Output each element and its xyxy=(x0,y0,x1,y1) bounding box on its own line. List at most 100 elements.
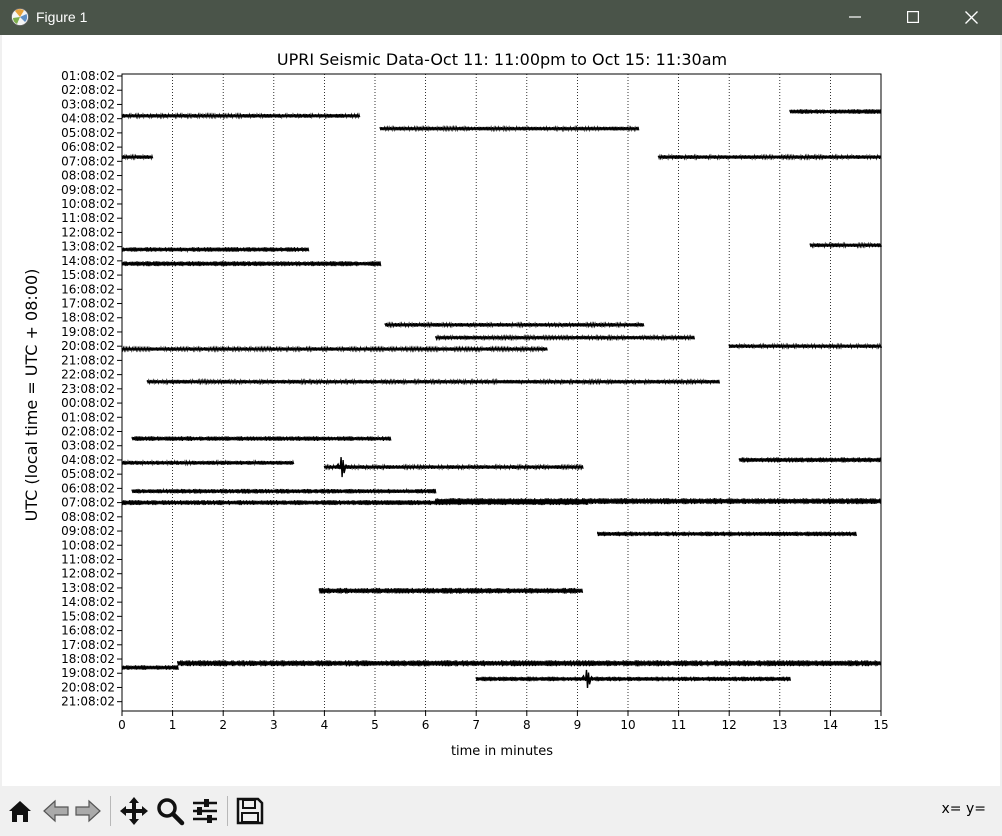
pan-icon xyxy=(120,797,148,825)
y-axis-label: UTC (local time = UTC + 08:00) xyxy=(22,269,41,522)
seismic-trace xyxy=(435,498,882,505)
seismic-trace xyxy=(435,334,696,342)
seismic-trace xyxy=(121,500,589,506)
back-button[interactable] xyxy=(40,795,72,827)
seismic-trace xyxy=(121,112,361,120)
x-axis-label: time in minutes xyxy=(451,744,553,759)
y-tick-label: 20:08:02 xyxy=(61,339,115,353)
y-tick-label: 22:08:02 xyxy=(61,368,115,382)
y-tick-label: 10:08:02 xyxy=(61,538,115,552)
seismic-trace xyxy=(318,587,584,594)
save-button[interactable] xyxy=(234,795,266,827)
seismic-chart: UPRI Seismic Data-Oct 11: 11:00pm to Oct… xyxy=(22,50,889,759)
forward-arrow-icon xyxy=(75,799,101,823)
y-tick-label: 20:08:02 xyxy=(61,680,115,694)
y-tick-label: 13:08:02 xyxy=(61,581,115,595)
y-tick-label: 08:08:02 xyxy=(61,510,115,524)
seismic-trace xyxy=(379,124,640,133)
y-tick-label: 14:08:02 xyxy=(61,254,115,268)
y-tick-label: 18:08:02 xyxy=(61,311,115,325)
seismic-trace xyxy=(657,153,882,161)
y-tick-label: 14:08:02 xyxy=(61,595,115,609)
y-tick-label: 15:08:02 xyxy=(61,268,115,282)
y-tick-label: 07:08:02 xyxy=(61,496,115,510)
minimize-icon xyxy=(849,16,861,18)
zoom-button[interactable] xyxy=(154,795,186,827)
y-tick-label: 05:08:02 xyxy=(61,467,115,481)
seismic-trace xyxy=(146,378,721,386)
window-title: Figure 1 xyxy=(36,9,88,25)
y-tick-label: 09:08:02 xyxy=(61,524,115,538)
y-tick-label: 21:08:02 xyxy=(61,695,115,709)
maximize-button[interactable] xyxy=(884,0,942,35)
home-icon xyxy=(9,801,31,822)
save-icon xyxy=(236,797,264,825)
y-tick-label: 17:08:02 xyxy=(61,638,115,652)
window-titlebar: Figure 1 xyxy=(0,0,1002,35)
forward-button[interactable] xyxy=(72,795,104,827)
y-tick-label: 21:08:02 xyxy=(61,353,115,367)
seismic-trace xyxy=(728,342,883,350)
seismic-trace xyxy=(323,463,584,471)
x-tick-label: 0 xyxy=(118,718,126,732)
chart-title: UPRI Seismic Data-Oct 11: 11:00pm to Oct… xyxy=(277,50,727,69)
seismic-trace xyxy=(121,261,382,267)
axis-ticks: 0 1 2 3 4 5 6 7 8 9 10 11 12 13 14 1501:08:0202:08:0203… xyxy=(61,69,889,732)
x-tick-label: 8 xyxy=(523,718,531,732)
plot-frame xyxy=(121,73,882,712)
seismic-trace xyxy=(738,457,882,463)
x-tick-label: 1 xyxy=(169,718,177,732)
y-tick-label: 07:08:02 xyxy=(61,154,115,168)
y-tick-label: 01:08:02 xyxy=(61,69,115,83)
x-tick-label: 15 xyxy=(873,718,888,732)
y-tick-label: 16:08:02 xyxy=(61,624,115,638)
y-tick-label: 23:08:02 xyxy=(61,382,115,396)
seismic-trace xyxy=(121,153,154,161)
x-tick-label: 10 xyxy=(620,718,635,732)
y-tick-label: 19:08:02 xyxy=(61,325,115,339)
back-arrow-icon xyxy=(43,799,69,823)
x-tick-label: 6 xyxy=(422,718,430,732)
toolbar-separator xyxy=(110,796,111,826)
seismic-trace xyxy=(475,676,792,682)
x-tick-label: 9 xyxy=(574,718,582,732)
y-tick-label: 13:08:02 xyxy=(61,240,115,254)
x-tick-label: 3 xyxy=(270,718,278,732)
seismic-spike xyxy=(335,457,349,478)
y-tick-label: 12:08:02 xyxy=(61,225,115,239)
configure-subplots-button[interactable] xyxy=(189,795,221,827)
seismic-spike xyxy=(580,669,594,688)
y-tick-label: 02:08:02 xyxy=(61,425,115,439)
y-tick-label: 09:08:02 xyxy=(61,183,115,197)
x-tick-label: 5 xyxy=(371,718,379,732)
figure-canvas[interactable]: UPRI Seismic Data-Oct 11: 11:00pm to Oct… xyxy=(2,35,1000,786)
y-tick-label: 06:08:02 xyxy=(61,481,115,495)
y-tick-label: 16:08:02 xyxy=(61,282,115,296)
y-tick-label: 02:08:02 xyxy=(61,83,115,97)
x-tick-label: 7 xyxy=(472,718,480,732)
x-tick-label: 11 xyxy=(671,718,686,732)
y-tick-label: 03:08:02 xyxy=(61,97,115,111)
y-tick-label: 01:08:02 xyxy=(61,410,115,424)
y-tick-label: 05:08:02 xyxy=(61,126,115,140)
seismic-trace xyxy=(121,345,548,353)
matplotlib-icon xyxy=(11,8,29,26)
coordinates-readout: x= y= xyxy=(941,801,986,817)
seismic-trace xyxy=(121,459,295,467)
seismic-trace xyxy=(809,241,882,249)
minimize-button[interactable] xyxy=(826,0,884,35)
x-tick-label: 14 xyxy=(823,718,838,732)
y-tick-label: 10:08:02 xyxy=(61,197,115,211)
y-tick-label: 11:08:02 xyxy=(61,552,115,566)
y-tick-label: 17:08:02 xyxy=(61,297,115,311)
seismic-trace xyxy=(121,665,179,670)
y-tick-label: 19:08:02 xyxy=(61,666,115,680)
pan-button[interactable] xyxy=(118,795,150,827)
seismic-traces xyxy=(121,109,883,688)
maximize-icon xyxy=(907,11,920,24)
zoom-icon xyxy=(157,798,185,826)
close-button[interactable] xyxy=(942,0,1000,35)
home-button[interactable] xyxy=(4,795,36,827)
toolbar-separator xyxy=(227,796,228,826)
grid-lines xyxy=(172,74,831,711)
